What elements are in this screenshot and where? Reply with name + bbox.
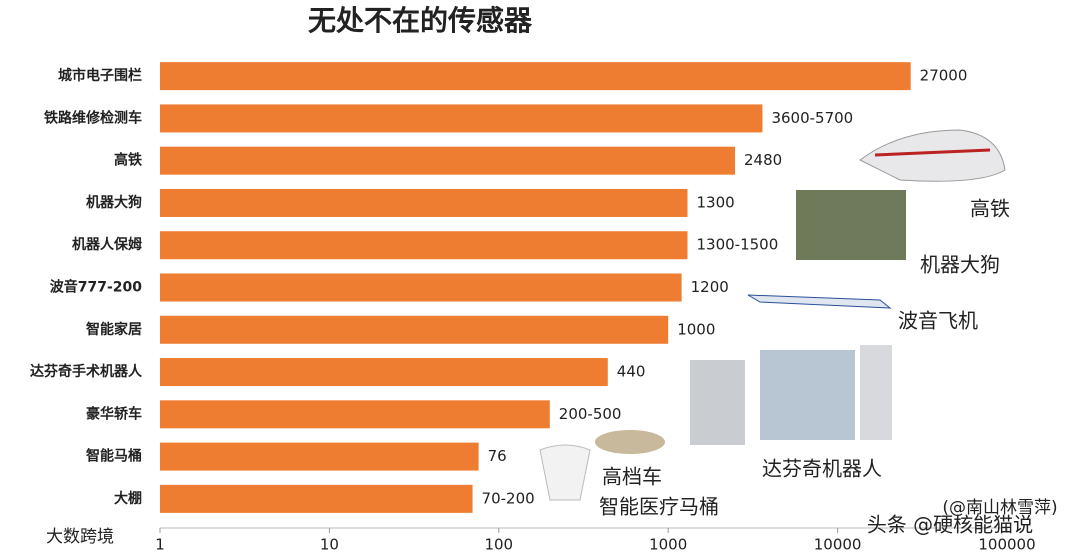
value-label: 27000 xyxy=(920,67,968,85)
chart-title: 无处不在的传感器 xyxy=(308,4,533,37)
value-label: 3600-5700 xyxy=(771,109,853,127)
value-label: 1200 xyxy=(691,278,729,296)
bar xyxy=(160,358,608,387)
y-tick-label: 城市电子围栏 xyxy=(58,67,142,84)
bar xyxy=(160,484,473,513)
car-image xyxy=(595,430,665,454)
annotation: 智能医疗马桶 xyxy=(599,495,719,519)
surgery-image xyxy=(760,350,855,440)
y-tick-label: 机器大狗 xyxy=(86,194,142,211)
y-tick-label: 达芬奇手术机器人 xyxy=(30,363,143,380)
x-tick-label: 100 xyxy=(484,536,513,554)
x-tick-label: 10 xyxy=(320,536,339,554)
bar xyxy=(160,188,688,217)
value-label: 1300 xyxy=(697,193,735,211)
x-tick-label: 100000 xyxy=(978,536,1035,554)
annotation: (@南山林雪萍) xyxy=(942,498,1057,518)
annotation: 机器大狗 xyxy=(920,253,1000,277)
bar xyxy=(160,273,682,302)
x-tick-label: 1000 xyxy=(649,536,687,554)
value-label: 200-500 xyxy=(559,405,622,423)
y-tick-label: 大棚 xyxy=(114,490,142,507)
robot-image xyxy=(690,360,745,445)
value-label: 1300-1500 xyxy=(697,236,779,254)
plane-image xyxy=(747,294,892,309)
bar xyxy=(160,146,736,175)
toilet-image xyxy=(539,444,591,501)
bar xyxy=(160,104,763,133)
bar xyxy=(160,62,911,91)
y-tick-label: 智能家居 xyxy=(85,321,142,338)
annotation: 大数跨境 xyxy=(46,527,114,547)
value-label: 2480 xyxy=(744,151,782,169)
bar xyxy=(160,231,688,260)
annotation: 达芬奇机器人 xyxy=(762,457,882,481)
annotation: 波音飞机 xyxy=(898,309,978,333)
y-tick-label: 铁路维修检测车 xyxy=(44,109,142,126)
bar xyxy=(160,400,550,429)
x-tick-label: 10000 xyxy=(814,536,862,554)
train-stripe xyxy=(874,148,991,157)
y-tick-label: 机器人保姆 xyxy=(72,236,142,253)
dog-image xyxy=(796,190,906,260)
value-label: 70-200 xyxy=(482,489,535,507)
annotation: 高档车 xyxy=(602,465,662,489)
x-tick-label: 1 xyxy=(155,536,165,554)
annotation: 高铁 xyxy=(970,197,1010,221)
bar xyxy=(160,442,479,471)
value-label: 440 xyxy=(617,363,646,381)
y-tick-label: 豪华轿车 xyxy=(86,405,142,422)
train-image xyxy=(859,129,1006,182)
bar xyxy=(160,315,669,344)
console-image xyxy=(860,345,892,440)
y-tick-label: 智能马桶 xyxy=(85,448,142,465)
value-label: 76 xyxy=(488,447,507,465)
illustrations xyxy=(539,129,1006,501)
value-label: 1000 xyxy=(677,320,715,338)
annotation: 头条 @硬核能猫说 xyxy=(867,513,1033,537)
y-tick-label: 高铁 xyxy=(114,152,142,169)
y-tick-label: 波音777-200 xyxy=(50,279,143,296)
